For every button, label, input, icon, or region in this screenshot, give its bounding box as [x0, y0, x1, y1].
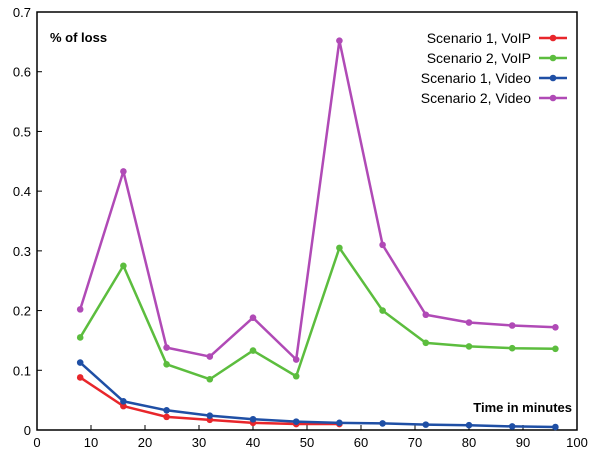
data-point	[163, 406, 170, 414]
legend-marker	[549, 54, 557, 62]
data-point	[508, 344, 516, 352]
data-point	[379, 420, 386, 427]
data-point	[336, 419, 343, 427]
data-point	[422, 311, 430, 319]
x-axis-label: Time in minutes	[473, 400, 572, 415]
series-layer	[76, 37, 559, 431]
legend-label: Scenario 1, VoIP	[427, 30, 531, 46]
series-line	[79, 361, 556, 429]
data-point	[336, 37, 343, 44]
y-tick-label: 0.4	[13, 184, 31, 199]
data-point	[206, 412, 214, 419]
series-scenario-1-video	[76, 359, 559, 431]
data-point	[76, 359, 84, 366]
data-point	[163, 361, 170, 368]
x-tick-label: 0	[33, 435, 40, 450]
legend-label: Scenario 1, Video	[421, 70, 531, 86]
data-point	[163, 413, 170, 421]
legend-item: Scenario 2, Video	[421, 90, 567, 106]
data-point	[120, 168, 127, 175]
data-point	[292, 418, 300, 425]
data-point	[552, 323, 559, 331]
x-tick-label: 80	[462, 435, 476, 450]
x-tick-label: 10	[84, 435, 98, 450]
data-point	[422, 421, 430, 428]
legend-item: Scenario 1, Video	[421, 70, 567, 86]
x-tick-label: 20	[138, 435, 152, 450]
legend-marker	[549, 74, 557, 82]
x-tick-label: 50	[300, 435, 314, 450]
y-tick-labels: 0 0.1 0.2 0.3 0.4 0.5 0.6 0.7	[13, 5, 31, 438]
legend-marker	[549, 94, 557, 102]
x-tick-label: 40	[246, 435, 260, 450]
data-point	[422, 339, 430, 347]
y-axis-label: % of loss	[50, 30, 107, 45]
x-tick-label: 100	[566, 435, 588, 450]
y-tick-label: 0.1	[13, 363, 31, 378]
y-tick-label: 0.3	[13, 244, 31, 259]
x-tick-label: 90	[516, 435, 530, 450]
data-point	[379, 307, 386, 314]
data-point	[379, 241, 386, 249]
data-point	[336, 244, 343, 252]
legend-item: Scenario 1, VoIP	[427, 30, 567, 46]
data-point	[206, 353, 214, 360]
legend: Scenario 1, VoIP Scenario 2, VoIP Scenario…	[421, 30, 567, 106]
data-point	[292, 356, 300, 363]
data-point	[249, 415, 257, 423]
y-tick-label: 0.7	[13, 5, 31, 20]
series-scenario-2-video	[76, 37, 559, 363]
data-point	[206, 375, 214, 383]
data-point	[76, 306, 84, 313]
y-tick-label: 0.2	[13, 304, 31, 319]
data-point	[465, 421, 473, 429]
series-scenario-2-voip	[76, 244, 559, 383]
data-point	[465, 343, 473, 350]
data-point	[76, 334, 84, 341]
y-tick-label: 0.5	[13, 124, 31, 139]
data-point	[508, 322, 516, 329]
legend-marker	[549, 34, 557, 42]
series-line	[79, 246, 556, 381]
legend-label: Scenario 2, Video	[421, 90, 531, 106]
data-point	[465, 319, 473, 326]
x-tick-label: 60	[354, 435, 368, 450]
data-point	[249, 314, 257, 322]
y-tick-label: 0	[24, 423, 31, 438]
data-point	[76, 374, 84, 381]
data-point	[163, 344, 170, 351]
data-point	[249, 347, 257, 354]
data-point	[292, 372, 300, 380]
data-point	[552, 423, 559, 431]
x-tick-label: 70	[408, 435, 422, 450]
series-line	[79, 39, 556, 361]
data-point	[120, 402, 127, 410]
data-point	[120, 398, 127, 405]
data-point	[120, 262, 127, 270]
legend-item: Scenario 2, VoIP	[427, 50, 567, 66]
y-tick-label: 0.6	[13, 65, 31, 80]
x-tick-labels: 0 10 20 30 40 50 60 70 80 90 100	[33, 435, 587, 450]
data-point	[508, 423, 516, 430]
legend-label: Scenario 2, VoIP	[427, 50, 531, 66]
x-tick-label: 30	[192, 435, 206, 450]
data-point	[552, 345, 559, 353]
